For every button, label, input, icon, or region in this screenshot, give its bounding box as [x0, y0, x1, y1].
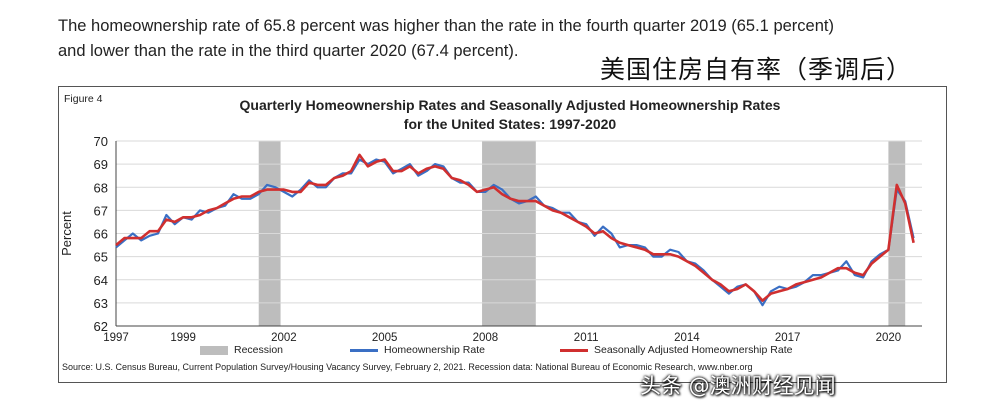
chart-title: Quarterly Homeownership Rates and Season…	[150, 96, 870, 134]
intro-line-1: The homeownership rate of 65.8 percent w…	[58, 17, 834, 35]
chart-title-line-2: for the United States: 1997-2020	[403, 116, 617, 132]
legend-item-seasonally-adjusted: Seasonally Adjusted Homeownership Rate	[560, 344, 792, 356]
source-note: Source: U.S. Census Bureau, Current Popu…	[62, 362, 753, 372]
y-tick-label: 62	[94, 319, 108, 334]
figure-label: Figure 4	[64, 93, 103, 105]
homeownership-swatch	[350, 348, 378, 352]
x-tick-label: 2020	[876, 332, 902, 344]
y-tick-label: 64	[94, 273, 108, 288]
x-tick-label: 2002	[271, 332, 297, 344]
x-tick-label: 2014	[674, 332, 700, 344]
y-tick-label: 69	[94, 157, 108, 172]
y-tick-label: 63	[94, 296, 108, 311]
y-tick-label: 68	[94, 180, 108, 195]
x-tick-label: 2017	[775, 332, 801, 344]
y-axis-label: Percent	[59, 211, 74, 256]
x-tick-label: 2008	[473, 332, 499, 344]
legend-label-seasonally-adjusted: Seasonally Adjusted Homeownership Rate	[594, 344, 793, 356]
intro-line-2: and lower than the rate in the third qua…	[58, 42, 519, 60]
chart-title-line-1: Quarterly Homeownership Rates and Season…	[239, 97, 781, 113]
y-tick-label: 67	[94, 203, 108, 218]
intro-text: The homeownership rate of 65.8 percent w…	[58, 14, 958, 64]
x-tick-label: 1997	[103, 332, 129, 344]
x-tick-label: 1999	[170, 332, 196, 344]
chinese-caption: 美国住房自有率（季调后）	[600, 55, 913, 84]
chart-legend: Recession Homeownership Rate Seasonally …	[0, 344, 1000, 358]
seasonally-adjusted-rate-line	[115, 153, 915, 302]
watermark: 头条 @澳洲财经见闻	[640, 374, 836, 398]
x-tick-label: 2011	[574, 332, 599, 344]
legend-item-recession: Recession	[200, 344, 283, 356]
y-tick-label: 70	[94, 134, 108, 149]
recession-swatch	[200, 345, 228, 355]
seasonally-adjusted-swatch	[560, 348, 588, 352]
legend-label-recession: Recession	[234, 344, 284, 356]
y-tick-label: 65	[94, 250, 108, 265]
y-tick-label: 66	[94, 227, 108, 242]
legend-item-homeownership: Homeownership Rate	[350, 344, 485, 356]
legend-label-homeownership: Homeownership Rate	[384, 344, 485, 356]
x-tick-label: 2005	[372, 332, 398, 344]
